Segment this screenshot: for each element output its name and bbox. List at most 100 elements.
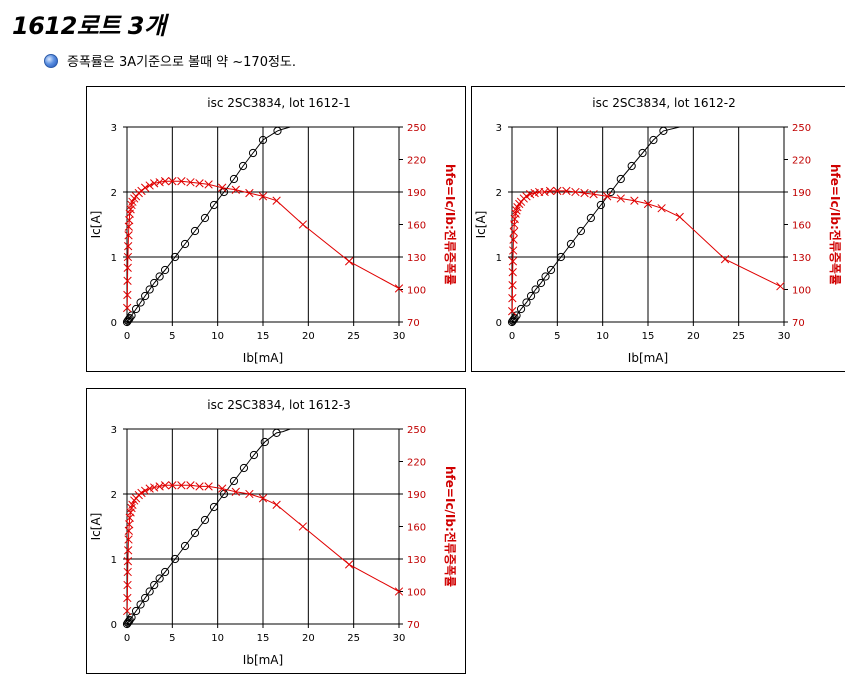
ic-point (556, 252, 566, 262)
y-tick-label: 2 (111, 188, 117, 199)
ic-series (122, 126, 399, 327)
chart-title: isc 2SC3834, lot 1612-3 (207, 398, 351, 412)
hfe-point (168, 481, 177, 490)
x-tick-label: 15 (642, 331, 655, 342)
hfe-point (177, 481, 186, 490)
hfe-point (195, 179, 204, 188)
ic-point (516, 304, 526, 314)
hfe-point (124, 535, 133, 544)
ic-point (155, 574, 164, 583)
hfe-point (155, 178, 164, 187)
ic-point (170, 554, 180, 564)
ic-point (141, 291, 150, 301)
ic-point (150, 278, 159, 288)
ic-point (160, 265, 170, 275)
ic-line (511, 126, 784, 323)
hfe-point (508, 307, 517, 316)
x-tick-label: 0 (124, 331, 130, 342)
x-tick-label: 5 (169, 331, 175, 342)
hfe-point (124, 222, 133, 231)
y-tick-label: 2 (111, 490, 117, 501)
y-axis-label: Ic[A] (89, 211, 103, 239)
y2-tick-label: 100 (407, 286, 426, 297)
hfe-point (603, 192, 612, 201)
hfe-point (630, 196, 639, 205)
ic-point (239, 463, 249, 473)
ic-point (659, 126, 668, 136)
hfe-point (128, 500, 137, 509)
y-tick-label: 1 (111, 253, 117, 264)
x-tick-label: 20 (687, 331, 700, 342)
hfe-point (511, 209, 520, 218)
ic-series (507, 126, 784, 327)
y2-tick-label: 220 (407, 156, 426, 167)
hfe-point (522, 192, 531, 201)
y2-tick-label: 100 (792, 286, 811, 297)
hfe-point (720, 255, 730, 264)
ic-point (131, 606, 141, 616)
ic-point (136, 600, 145, 609)
y-tick-label: 1 (111, 555, 117, 566)
ic-point (127, 311, 136, 320)
y2-tick-label: 220 (792, 156, 811, 167)
y2-axis-label: hfe=Ic/Ib:전류증폭률 (828, 164, 843, 285)
hfe-point (124, 242, 133, 251)
x-tick-label: 15 (257, 633, 270, 644)
ic-point (260, 437, 269, 447)
ic-point (272, 428, 281, 438)
hfe-point (298, 522, 308, 531)
hfe-series (123, 177, 404, 313)
hfe-series (123, 481, 404, 616)
y-tick-label: 0 (111, 318, 117, 329)
hfe-point (245, 188, 254, 198)
ic-point (649, 135, 658, 145)
x-axis-label: Ib[mA] (243, 653, 283, 667)
hfe-point (344, 257, 354, 266)
hfe-point (123, 593, 132, 603)
x-axis-label: Ib[mA] (243, 351, 283, 365)
y-tick-label: 0 (111, 620, 117, 631)
y2-tick-label: 250 (407, 425, 426, 436)
hfe-point (245, 489, 254, 499)
y2-tick-label: 250 (792, 123, 811, 134)
hfe-point (508, 281, 517, 290)
hfe-point (123, 290, 132, 300)
hfe-point (218, 183, 227, 192)
hfe-point (580, 188, 589, 198)
y2-axis-label: hfe=Ic/Ib:전류증폭률 (443, 466, 458, 587)
hfe-point (124, 526, 133, 535)
ic-point (180, 541, 190, 551)
x-tick-label: 25 (347, 331, 360, 342)
chart-lot-1612-3: isc 2SC3834, lot 1612-3 0 5 10 15 20 25 30 0 1 2 3 7… (86, 388, 466, 674)
hfe-point (776, 282, 785, 291)
x-tick-label: 5 (169, 633, 175, 644)
x-axis-label: Ib[mA] (628, 351, 668, 365)
hfe-point (160, 177, 170, 186)
hfe-point (123, 252, 133, 262)
grid (511, 126, 785, 323)
chart-lot-1612-1: isc 2SC3834, lot 1612-1 0 5 10 15 20 25 30 0 1 2 3 7… (86, 86, 466, 372)
note-text: 증폭률은 3A기준으로 볼때 약 ~170정도. (67, 55, 297, 70)
hfe-point (643, 199, 653, 209)
y-tick-label: 3 (111, 425, 117, 436)
ic-point (160, 567, 170, 577)
hfe-point (150, 483, 159, 492)
hfe-point (124, 546, 133, 555)
ic-point (586, 213, 595, 223)
x-tick-label: 25 (347, 633, 360, 644)
hfe-point (571, 187, 580, 197)
hfe-point (545, 186, 555, 196)
ic-point (566, 239, 576, 249)
ic-point (576, 226, 586, 236)
hfe-point (123, 580, 132, 590)
y2-tick-label: 70 (407, 620, 420, 631)
hfe-point (204, 180, 213, 189)
y2-tick-label: 160 (792, 221, 811, 232)
ic-series (122, 428, 399, 629)
ic-point (536, 278, 546, 288)
ic-line (126, 428, 399, 625)
y-tick-label: 1 (496, 253, 502, 264)
hfe-series (508, 186, 785, 316)
x-tick-label: 10 (211, 331, 224, 342)
ic-point (229, 174, 239, 184)
